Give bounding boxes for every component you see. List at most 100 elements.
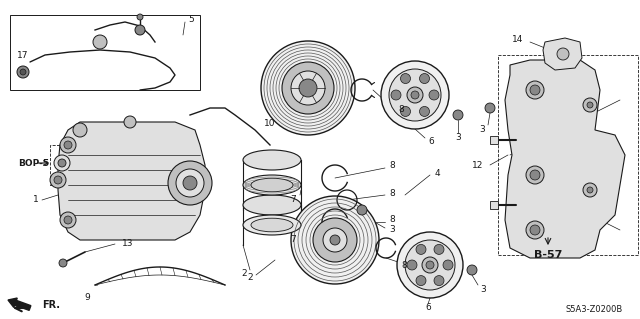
Ellipse shape: [243, 215, 301, 235]
Circle shape: [530, 85, 540, 95]
Text: 8: 8: [389, 216, 395, 225]
Text: 10: 10: [264, 120, 276, 129]
Text: S5A3-Z0200B: S5A3-Z0200B: [565, 306, 622, 315]
Circle shape: [526, 221, 544, 239]
Circle shape: [407, 87, 423, 103]
FancyArrow shape: [8, 298, 31, 310]
Circle shape: [389, 69, 441, 121]
Circle shape: [183, 176, 197, 190]
Circle shape: [60, 137, 76, 153]
Circle shape: [58, 159, 66, 167]
Circle shape: [168, 161, 212, 205]
Text: 12: 12: [472, 160, 483, 169]
Circle shape: [313, 218, 357, 262]
Bar: [490, 201, 498, 209]
Circle shape: [453, 110, 463, 120]
Bar: [10, 15, 200, 90]
Circle shape: [407, 260, 417, 270]
Text: 7: 7: [291, 234, 296, 243]
Circle shape: [434, 276, 444, 286]
Circle shape: [416, 244, 426, 255]
Text: BOP-5: BOP-5: [18, 159, 49, 167]
Polygon shape: [543, 38, 582, 70]
Circle shape: [54, 176, 62, 184]
Circle shape: [50, 172, 66, 188]
Circle shape: [137, 14, 143, 20]
Text: 8: 8: [389, 160, 395, 169]
Text: 6: 6: [428, 137, 434, 146]
Text: 7: 7: [291, 195, 296, 204]
Circle shape: [434, 244, 444, 255]
Text: 3: 3: [389, 226, 395, 234]
Polygon shape: [505, 60, 625, 258]
Circle shape: [530, 225, 540, 235]
Text: 4: 4: [435, 168, 440, 177]
Circle shape: [299, 79, 317, 97]
Circle shape: [323, 228, 347, 252]
Circle shape: [587, 102, 593, 108]
Circle shape: [429, 90, 439, 100]
Ellipse shape: [243, 195, 301, 215]
Circle shape: [64, 216, 72, 224]
Circle shape: [291, 196, 379, 284]
Circle shape: [426, 261, 434, 269]
Circle shape: [261, 41, 355, 135]
Text: 5: 5: [188, 16, 194, 25]
Text: 8: 8: [398, 106, 404, 115]
Circle shape: [583, 98, 597, 112]
Circle shape: [291, 71, 325, 105]
Ellipse shape: [243, 150, 301, 170]
Circle shape: [64, 141, 72, 149]
Circle shape: [419, 107, 429, 116]
Circle shape: [583, 183, 597, 197]
Circle shape: [526, 166, 544, 184]
Circle shape: [381, 61, 449, 129]
Ellipse shape: [251, 178, 293, 192]
Text: 3: 3: [480, 286, 486, 294]
Text: FR.: FR.: [42, 300, 60, 310]
Text: 8: 8: [389, 189, 395, 197]
Circle shape: [135, 25, 145, 35]
Text: 17: 17: [17, 50, 29, 60]
Circle shape: [419, 74, 429, 84]
Circle shape: [60, 212, 76, 228]
Text: 9: 9: [84, 293, 90, 302]
Text: 2: 2: [241, 270, 247, 278]
Circle shape: [467, 265, 477, 275]
Bar: [50, 145, 90, 185]
Circle shape: [411, 91, 419, 99]
Text: 3: 3: [455, 133, 461, 143]
Circle shape: [416, 276, 426, 286]
Text: 2: 2: [247, 273, 253, 283]
Circle shape: [397, 232, 463, 298]
Circle shape: [587, 187, 593, 193]
Text: 6: 6: [425, 303, 431, 313]
Circle shape: [73, 123, 87, 137]
Bar: [490, 136, 498, 144]
Circle shape: [93, 35, 107, 49]
Circle shape: [443, 260, 453, 270]
Circle shape: [124, 116, 136, 128]
Circle shape: [405, 240, 455, 290]
Ellipse shape: [251, 218, 293, 232]
Circle shape: [557, 48, 569, 60]
Circle shape: [485, 103, 495, 113]
Bar: [498, 55, 638, 255]
Circle shape: [282, 62, 334, 114]
Circle shape: [357, 205, 367, 215]
Text: 14: 14: [511, 35, 523, 44]
Text: 8: 8: [401, 262, 407, 271]
Circle shape: [526, 81, 544, 99]
Circle shape: [530, 170, 540, 180]
Text: 3: 3: [479, 125, 485, 135]
Text: 1: 1: [33, 196, 39, 204]
Circle shape: [59, 259, 67, 267]
Circle shape: [391, 90, 401, 100]
Circle shape: [422, 257, 438, 273]
Circle shape: [17, 66, 29, 78]
Circle shape: [20, 69, 26, 75]
Text: B-57: B-57: [534, 250, 562, 260]
Text: 13: 13: [122, 239, 134, 248]
Circle shape: [176, 169, 204, 197]
Circle shape: [54, 155, 70, 171]
